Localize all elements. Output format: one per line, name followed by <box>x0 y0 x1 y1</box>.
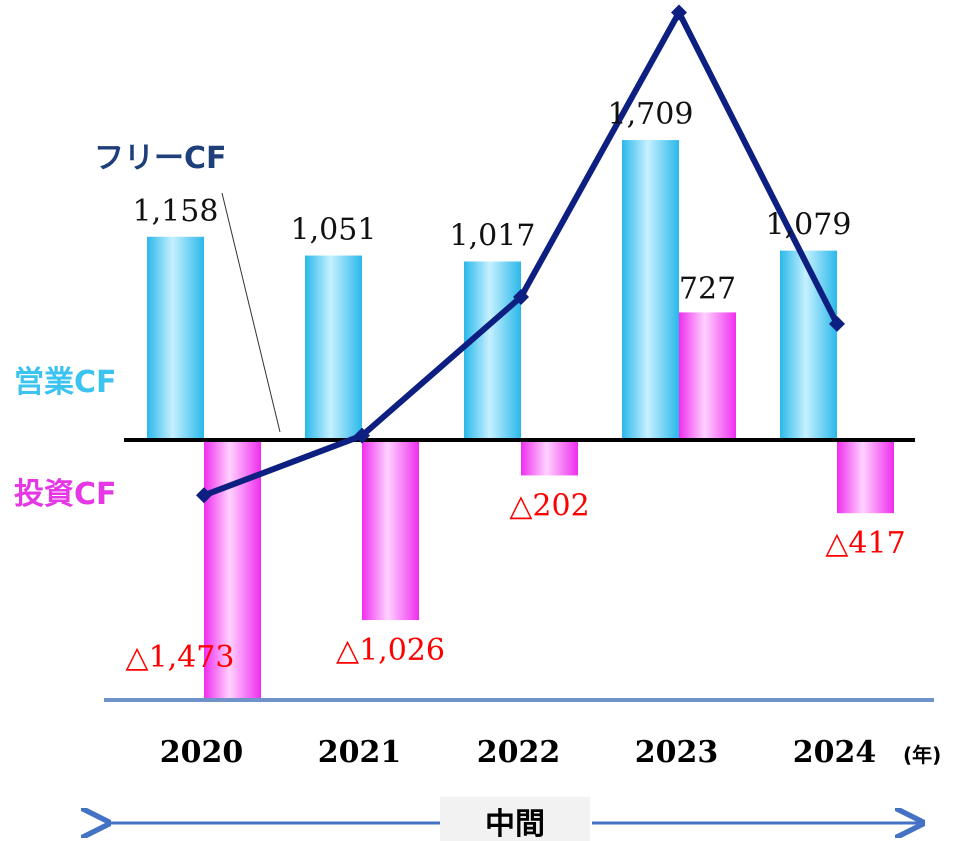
investing-cf-label-2020: △1,473 <box>126 640 235 675</box>
operating-cf-label-2020: 1,158 <box>133 194 219 229</box>
free-cf-point-2024 <box>829 315 845 332</box>
free-cf-point-2021 <box>354 427 370 444</box>
bars-layer <box>147 140 894 699</box>
investing-cf-bar-2024 <box>837 440 894 514</box>
operating-cf-label-2021: 1,051 <box>291 213 377 248</box>
operating-cf-label-2022: 1,017 <box>450 219 536 254</box>
free-cf-point-2020 <box>196 487 212 504</box>
legend-free-cf: フリーCF <box>94 141 227 176</box>
value-labels-layer: 1,158 △1,473 1,051 △1,026 1,017 △202 1,709 727 1… <box>126 97 906 675</box>
x-tick-2020: 2020 <box>160 735 244 770</box>
investing-cf-bar-2023 <box>679 312 736 440</box>
investing-cf-label-2021: △1,026 <box>336 633 445 668</box>
investing-cf-bar-2022 <box>521 440 578 476</box>
x-tick-2024: 2024 <box>793 735 877 770</box>
operating-cf-bar-2020 <box>147 236 204 440</box>
legend-investing-cf: 投資CF <box>14 477 117 512</box>
operating-cf-label-2024: 1,079 <box>766 208 852 243</box>
investing-cf-label-2024: △417 <box>825 526 905 561</box>
investing-cf-label-2022: △202 <box>509 488 589 523</box>
free-cf-line-layer <box>196 4 845 504</box>
x-tick-2021: 2021 <box>318 735 402 770</box>
period-label: 中間 <box>485 807 545 841</box>
operating-cf-bar-2021 <box>305 255 362 440</box>
x-axis-unit: (年) <box>903 743 941 767</box>
operating-cf-bar-2022 <box>464 261 521 440</box>
free-cf-point-2023 <box>671 4 687 21</box>
operating-cf-bar-2024 <box>780 250 837 440</box>
period-label-box <box>440 797 590 841</box>
free-cf-point-2022 <box>513 288 529 305</box>
operating-cf-label-2023: 1,709 <box>608 97 694 132</box>
investing-cf-label-2023: 727 <box>679 271 736 306</box>
free-cf-leader-line <box>221 192 281 433</box>
legend-operating-cf: 営業CF <box>14 365 117 400</box>
x-axis-ticks: 2020 2021 2022 2023 2024 <box>160 735 877 770</box>
investing-cf-bar-2021 <box>362 440 419 621</box>
operating-cf-bar-2023 <box>622 140 679 440</box>
x-tick-2023: 2023 <box>635 735 719 770</box>
x-tick-2022: 2022 <box>477 735 561 770</box>
